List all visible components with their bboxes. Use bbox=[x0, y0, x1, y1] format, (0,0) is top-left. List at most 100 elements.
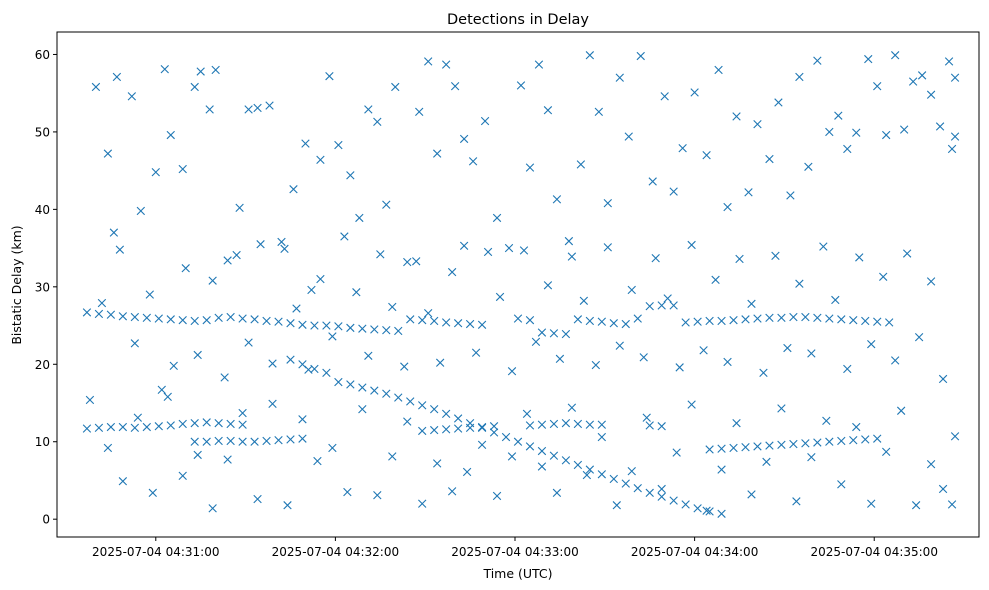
data-point bbox=[274, 435, 283, 445]
data-point bbox=[154, 422, 163, 431]
data-point bbox=[801, 312, 810, 322]
data-point bbox=[873, 434, 882, 443]
data-point bbox=[774, 98, 783, 107]
data-point bbox=[424, 308, 433, 318]
data-point bbox=[268, 399, 277, 408]
data-point bbox=[516, 81, 526, 90]
data-point bbox=[852, 422, 861, 432]
data-point bbox=[879, 272, 888, 281]
data-point bbox=[777, 440, 786, 450]
data-point bbox=[447, 267, 457, 277]
data-point bbox=[468, 157, 478, 166]
data-point bbox=[148, 488, 157, 498]
data-point bbox=[645, 421, 654, 430]
data-point bbox=[364, 105, 373, 114]
data-point bbox=[256, 240, 265, 249]
data-point bbox=[890, 356, 900, 365]
data-point bbox=[944, 57, 954, 66]
data-point bbox=[519, 246, 529, 255]
data-point bbox=[660, 92, 669, 101]
data-point bbox=[813, 438, 822, 447]
data-point bbox=[771, 251, 780, 261]
data-point bbox=[603, 243, 612, 252]
data-point bbox=[747, 490, 756, 499]
data-point bbox=[492, 213, 502, 223]
data-point bbox=[388, 452, 397, 461]
data-point bbox=[837, 315, 846, 324]
data-point bbox=[166, 315, 175, 324]
data-point bbox=[489, 428, 499, 437]
data-point bbox=[112, 72, 122, 82]
data-point bbox=[885, 318, 894, 327]
data-point bbox=[415, 107, 424, 116]
data-point bbox=[226, 436, 235, 446]
data-point bbox=[220, 373, 229, 382]
data-point bbox=[705, 445, 714, 454]
data-point bbox=[214, 436, 223, 446]
data-point bbox=[917, 71, 927, 80]
data-point bbox=[280, 244, 289, 254]
data-point bbox=[304, 365, 313, 374]
data-point bbox=[441, 409, 451, 419]
data-point bbox=[657, 492, 666, 501]
data-point bbox=[441, 318, 451, 327]
data-point bbox=[855, 253, 864, 262]
data-point bbox=[322, 368, 331, 377]
data-point bbox=[462, 467, 472, 477]
data-point bbox=[142, 313, 151, 322]
x-tick-label: 2025-07-04 04:31:00 bbox=[92, 545, 219, 559]
data-points bbox=[82, 51, 960, 518]
data-point bbox=[594, 107, 604, 116]
data-point bbox=[792, 497, 801, 506]
data-point bbox=[298, 415, 307, 424]
data-point bbox=[657, 301, 666, 310]
data-point bbox=[178, 471, 187, 481]
data-point bbox=[133, 413, 143, 422]
data-point bbox=[244, 105, 253, 114]
data-point bbox=[358, 383, 367, 392]
data-point bbox=[612, 501, 621, 510]
data-point bbox=[465, 319, 475, 329]
data-point bbox=[525, 442, 535, 451]
y-axis-ticks: 0 10 20 30 40 50 60 bbox=[35, 48, 57, 527]
data-point bbox=[253, 494, 262, 504]
data-point bbox=[429, 316, 439, 326]
data-point bbox=[911, 501, 921, 510]
data-point bbox=[343, 487, 352, 497]
data-point bbox=[777, 313, 786, 322]
y-axis-label: Bistatic Delay (km) bbox=[9, 225, 24, 344]
data-point bbox=[94, 309, 104, 319]
data-point bbox=[711, 275, 720, 285]
data-point bbox=[576, 160, 586, 169]
data-point bbox=[178, 419, 187, 429]
data-point bbox=[346, 380, 355, 389]
data-point bbox=[492, 491, 502, 501]
data-point bbox=[346, 323, 355, 333]
data-point bbox=[896, 406, 906, 415]
data-point bbox=[418, 315, 427, 325]
data-point bbox=[82, 424, 92, 433]
data-point bbox=[645, 301, 654, 311]
data-point bbox=[786, 191, 795, 200]
data-point bbox=[286, 435, 295, 444]
data-point bbox=[537, 420, 547, 429]
data-point bbox=[429, 425, 439, 435]
data-point bbox=[244, 338, 253, 347]
data-point bbox=[97, 298, 107, 308]
data-point bbox=[525, 315, 535, 325]
data-point bbox=[597, 432, 607, 442]
data-point bbox=[441, 425, 451, 434]
data-point bbox=[391, 82, 400, 92]
data-point bbox=[328, 443, 337, 453]
data-point bbox=[861, 316, 870, 326]
data-point bbox=[873, 317, 882, 326]
data-point bbox=[573, 315, 583, 324]
data-point bbox=[136, 206, 146, 216]
data-point bbox=[477, 423, 487, 432]
data-point bbox=[453, 424, 463, 433]
data-point bbox=[627, 285, 636, 295]
data-point bbox=[741, 442, 750, 452]
data-point bbox=[852, 128, 861, 137]
data-point bbox=[376, 250, 385, 259]
data-point bbox=[549, 451, 559, 460]
